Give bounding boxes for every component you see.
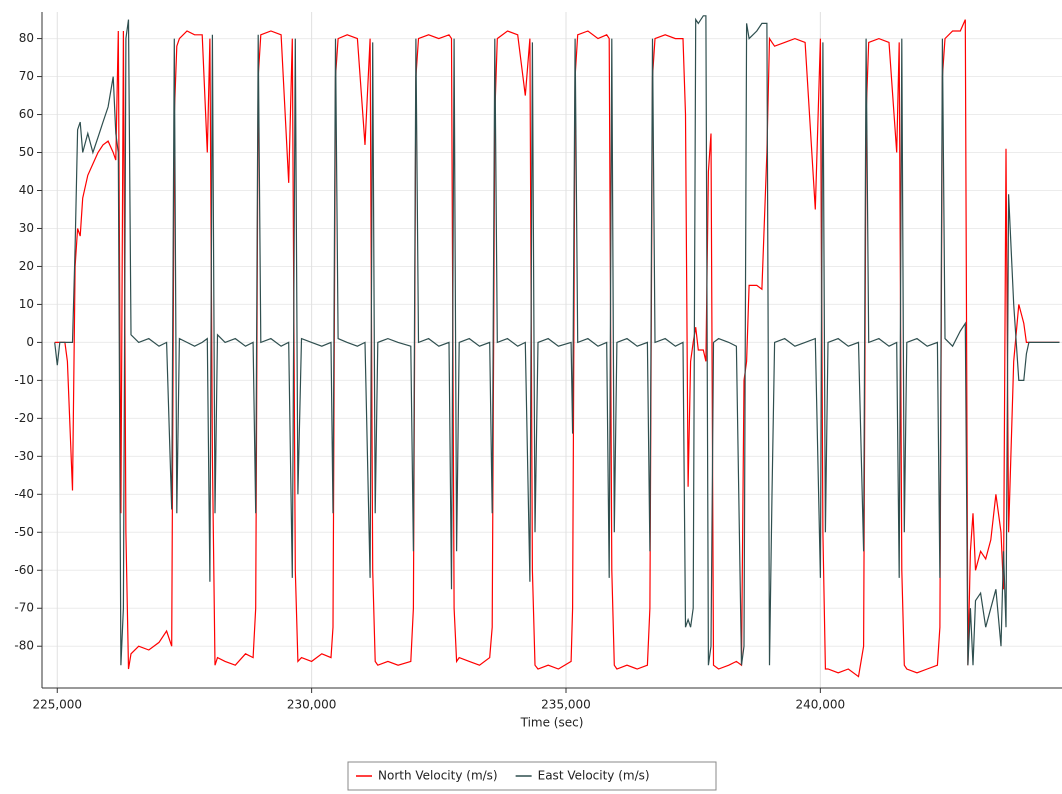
y-tick-label: -60 [14, 563, 34, 577]
x-tick-label: 240,000 [796, 698, 846, 712]
y-tick-label: 0 [26, 335, 34, 349]
series-line [54, 15, 1060, 666]
x-tick-label: 225,000 [32, 698, 82, 712]
y-tick-label: 70 [19, 69, 34, 83]
y-tick-label: 10 [19, 297, 34, 311]
y-tick-label: -40 [14, 487, 34, 501]
y-tick-label: -20 [14, 411, 34, 425]
y-tick-label: -70 [14, 601, 34, 615]
series-line [54, 19, 1060, 678]
legend-label: North Velocity (m/s) [378, 769, 498, 783]
y-tick-label: -80 [14, 639, 34, 653]
y-tick-label: -50 [14, 525, 34, 539]
x-axis-label: Time (sec) [520, 716, 584, 730]
y-tick-label: 60 [19, 107, 34, 121]
y-tick-label: 20 [19, 259, 34, 273]
x-tick-label: 230,000 [287, 698, 337, 712]
legend-box [347, 761, 717, 791]
x-tick-label: 235,000 [541, 698, 591, 712]
y-tick-label: 80 [19, 31, 34, 45]
y-tick-label: 30 [19, 221, 34, 235]
legend-label: East Velocity (m/s) [538, 769, 650, 783]
y-tick-label: 40 [19, 183, 34, 197]
y-tick-label: 50 [19, 145, 34, 159]
y-tick-label: -10 [14, 373, 34, 387]
y-tick-label: -30 [14, 449, 34, 463]
